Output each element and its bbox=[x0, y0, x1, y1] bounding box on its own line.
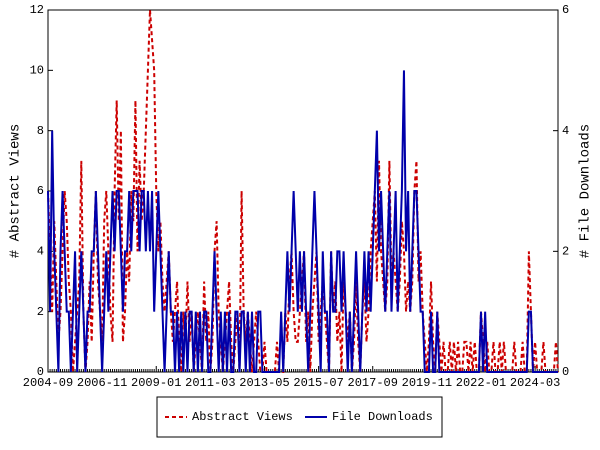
y-tick-label: 12 bbox=[30, 3, 44, 17]
y-tick-label: 4 bbox=[37, 245, 44, 259]
y-tick-label: 6 bbox=[37, 184, 44, 198]
x-tick-label: 2015-07 bbox=[293, 376, 343, 390]
y-tick-label: 10 bbox=[30, 64, 44, 78]
legend-box bbox=[156, 396, 443, 438]
legend-label: Abstract Views bbox=[192, 410, 293, 424]
data-line bbox=[47, 70, 558, 373]
y-tick-label: 8 bbox=[37, 124, 44, 138]
y2-tick-label: 0 bbox=[562, 365, 569, 379]
x-tick-label: 2011-03 bbox=[185, 376, 235, 390]
y2-tick-label: 6 bbox=[562, 3, 569, 17]
x-tick-label: 2019-11 bbox=[402, 376, 452, 390]
y2-axis-label: # File Downloads bbox=[578, 124, 594, 258]
x-tick-label: 2004-09 bbox=[23, 376, 73, 390]
x-tick-label: 2013-05 bbox=[239, 376, 289, 390]
y2-tick-label: 2 bbox=[562, 245, 569, 259]
x-tick-label: 2024-03 bbox=[510, 376, 560, 390]
y2-tick-label: 4 bbox=[562, 124, 569, 138]
y-tick-label: 0 bbox=[37, 365, 44, 379]
y-tick-label: 2 bbox=[37, 305, 44, 319]
x-tick-label: 2017-09 bbox=[348, 376, 398, 390]
legend-label: File Downloads bbox=[332, 410, 433, 424]
x-tick-label: 2009-01 bbox=[131, 376, 181, 390]
x-tick-label: 2006-11 bbox=[77, 376, 127, 390]
y-axis-label: # Abstract Views bbox=[8, 124, 24, 258]
x-tick-label: 2022-01 bbox=[456, 376, 506, 390]
